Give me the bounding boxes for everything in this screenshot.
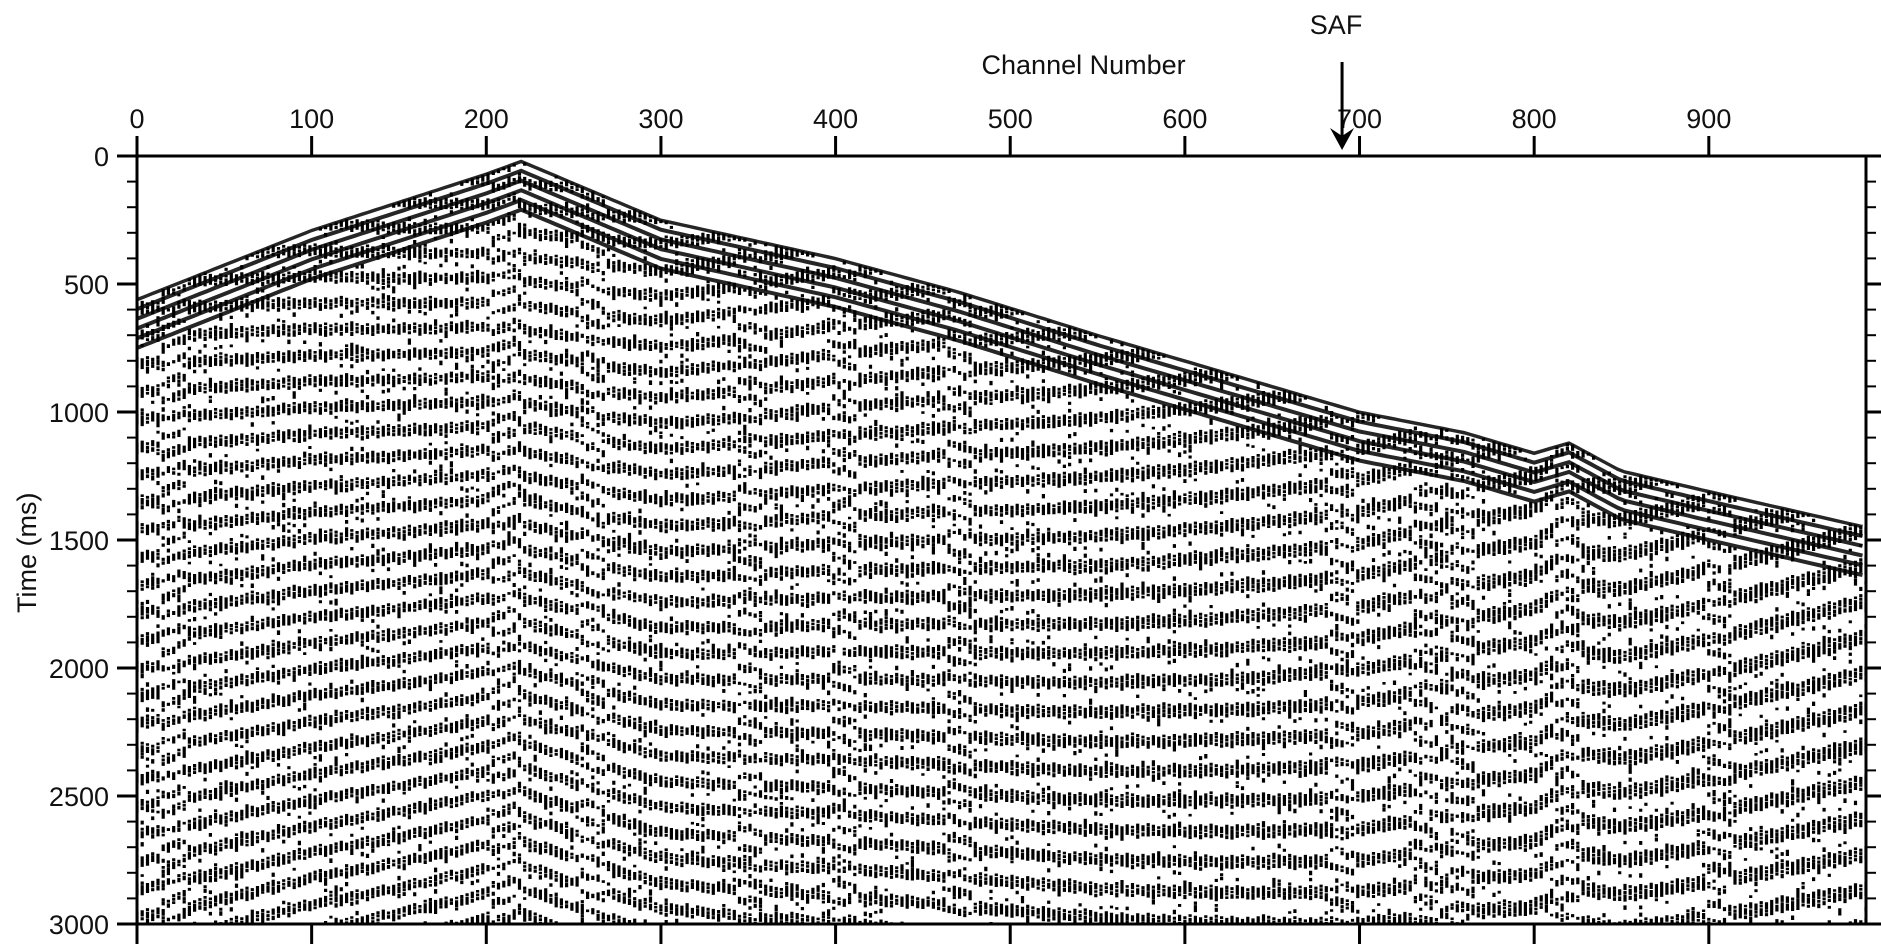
x-tick-label: 900 <box>1686 104 1731 134</box>
y-tick-labels: 0 500 1000 1500 2000 2500 3000 <box>49 142 109 940</box>
y-tick-label: 3000 <box>49 910 109 940</box>
x-tick-label: 0 <box>129 104 144 134</box>
y-tick-label: 1500 <box>49 526 109 556</box>
y-tick-label: 1000 <box>49 398 109 428</box>
x-axis-title: Channel Number <box>982 50 1186 80</box>
saf-annotation-label: SAF <box>1310 10 1363 40</box>
x-tick-label: 700 <box>1337 104 1382 134</box>
pre-arrival-blank-area <box>137 156 1866 525</box>
y-tick-label: 500 <box>64 270 109 300</box>
tick-marks <box>117 136 1881 944</box>
x-tick-label: 400 <box>813 104 858 134</box>
saf-arrow-head <box>1330 128 1355 150</box>
y-tick-label: 2500 <box>49 782 109 812</box>
x-tick-label: 100 <box>289 104 334 134</box>
x-tick-label: 500 <box>988 104 1033 134</box>
y-tick-label: 0 <box>94 142 109 172</box>
x-tick-labels: 0 100 200 300 400 500 600 700 800 900 <box>129 104 1731 134</box>
saf-arrow-icon <box>1330 62 1355 150</box>
y-tick-label: 2000 <box>49 654 109 684</box>
x-tick-label: 300 <box>638 104 683 134</box>
y-axis-title: Time (ms) <box>12 493 42 613</box>
x-tick-label: 800 <box>1512 104 1557 134</box>
first-arrival-band <box>137 158 1863 577</box>
seismic-wiggle-section <box>137 156 1866 924</box>
x-tick-label: 200 <box>464 104 509 134</box>
x-tick-label: 600 <box>1162 104 1207 134</box>
